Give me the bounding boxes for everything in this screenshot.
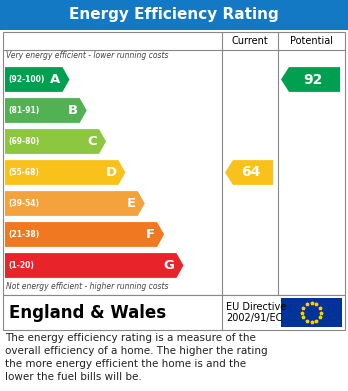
Text: B: B bbox=[68, 104, 78, 117]
Text: (69-80): (69-80) bbox=[8, 137, 39, 146]
Text: lower the fuel bills will be.: lower the fuel bills will be. bbox=[5, 372, 142, 382]
Text: EU Directive: EU Directive bbox=[226, 303, 286, 312]
Text: 92: 92 bbox=[303, 72, 322, 86]
Text: 2002/91/EC: 2002/91/EC bbox=[226, 312, 282, 323]
Text: (39-54): (39-54) bbox=[8, 199, 39, 208]
Polygon shape bbox=[281, 67, 340, 92]
Bar bbox=[0, 0, 348, 30]
Text: C: C bbox=[87, 135, 97, 148]
Bar bbox=[3, 295, 345, 330]
Text: E: E bbox=[127, 197, 136, 210]
Polygon shape bbox=[5, 191, 145, 216]
Polygon shape bbox=[5, 67, 70, 92]
Polygon shape bbox=[5, 129, 106, 154]
Text: G: G bbox=[164, 259, 174, 272]
Text: Current: Current bbox=[232, 36, 268, 46]
Text: F: F bbox=[146, 228, 155, 241]
Text: A: A bbox=[50, 73, 61, 86]
Text: 64: 64 bbox=[241, 165, 261, 179]
Polygon shape bbox=[5, 160, 125, 185]
Polygon shape bbox=[5, 222, 164, 247]
Text: (21-38): (21-38) bbox=[8, 230, 39, 239]
Text: Potential: Potential bbox=[290, 36, 333, 46]
Text: Very energy efficient - lower running costs: Very energy efficient - lower running co… bbox=[6, 51, 168, 60]
Text: England & Wales: England & Wales bbox=[9, 303, 166, 321]
Text: the more energy efficient the home is and the: the more energy efficient the home is an… bbox=[5, 359, 246, 369]
Bar bbox=[281, 298, 342, 327]
Text: Energy Efficiency Rating: Energy Efficiency Rating bbox=[69, 7, 279, 23]
Text: D: D bbox=[105, 166, 116, 179]
Text: (55-68): (55-68) bbox=[8, 168, 39, 177]
Polygon shape bbox=[5, 253, 183, 278]
Text: (1-20): (1-20) bbox=[8, 261, 34, 270]
Bar bbox=[3, 32, 345, 295]
Text: Not energy efficient - higher running costs: Not energy efficient - higher running co… bbox=[6, 282, 168, 291]
Text: (81-91): (81-91) bbox=[8, 106, 39, 115]
Polygon shape bbox=[5, 98, 87, 123]
Text: The energy efficiency rating is a measure of the: The energy efficiency rating is a measur… bbox=[5, 333, 256, 343]
Text: overall efficiency of a home. The higher the rating: overall efficiency of a home. The higher… bbox=[5, 346, 268, 356]
Polygon shape bbox=[225, 160, 273, 185]
Text: (92-100): (92-100) bbox=[8, 75, 45, 84]
